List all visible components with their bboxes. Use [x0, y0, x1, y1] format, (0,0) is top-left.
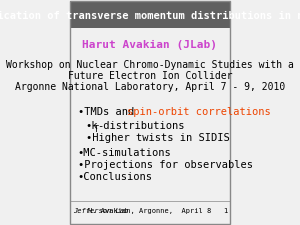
Text: -distributions: -distributions	[98, 121, 185, 131]
FancyBboxPatch shape	[70, 1, 230, 28]
Text: •Higher twists in SIDIS: •Higher twists in SIDIS	[85, 133, 230, 143]
Text: •TMDs and: •TMDs and	[78, 108, 140, 117]
Text: 1: 1	[223, 208, 227, 214]
Text: spin-orbit correlations: spin-orbit correlations	[127, 108, 270, 117]
Text: Argonne National Laboratory, April 7 - 9, 2010: Argonne National Laboratory, April 7 - 9…	[15, 82, 285, 92]
Text: •Conclusions: •Conclusions	[78, 172, 153, 182]
Text: Modification of transverse momentum distributions in nuclei: Modification of transverse momentum dist…	[0, 11, 300, 21]
Text: H. Avakian, Argonne,  April 8: H. Avakian, Argonne, April 8	[88, 208, 212, 214]
Text: T: T	[94, 125, 99, 134]
Text: •Projections for observables: •Projections for observables	[78, 160, 253, 170]
Text: Harut Avakian (JLab): Harut Avakian (JLab)	[82, 40, 218, 50]
Text: Workshop on Nuclear Chromo-Dynamic Studies with a: Workshop on Nuclear Chromo-Dynamic Studi…	[6, 60, 294, 70]
Text: •k: •k	[85, 121, 98, 131]
Text: Jefferson Lab: Jefferson Lab	[73, 208, 128, 214]
Text: •MC-simulations: •MC-simulations	[78, 148, 171, 157]
Text: Future Electron Ion Collider: Future Electron Ion Collider	[68, 71, 232, 81]
